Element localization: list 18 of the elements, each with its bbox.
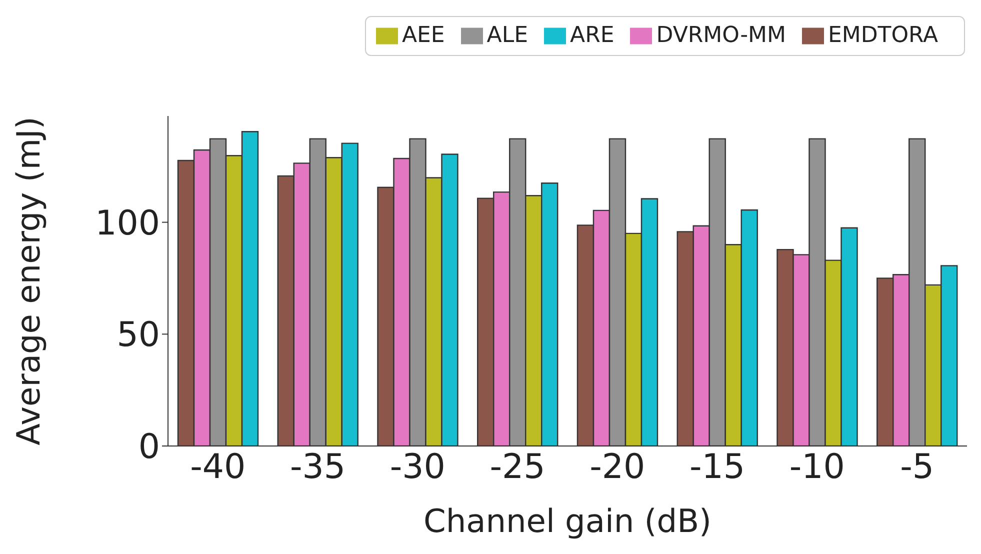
x-tick-label: -30 [390,447,446,488]
x-tick-label: -35 [290,447,346,488]
y-tick-label: 100 [95,203,160,244]
x-tick-label: -10 [789,447,845,488]
legend-label: AEE [402,23,445,48]
legend-label: ARE [570,23,614,48]
x-tick-label: -5 [900,447,934,488]
x-tick-label: -25 [490,447,546,488]
x-axis-title: Channel gain (dB) [423,502,712,540]
x-tick-label: -15 [690,447,746,488]
y-tick-label: 50 [116,315,160,356]
y-axis-title: Average energy (mJ) [9,116,48,446]
legend-label: ALE [486,23,528,48]
y-tick-label: 0 [138,427,160,468]
x-tick-label: -20 [590,447,646,488]
legend-label: DVRMO-MM [656,23,786,48]
legend-label: EMDTORA [828,23,938,48]
x-tick-label: -40 [190,447,246,488]
